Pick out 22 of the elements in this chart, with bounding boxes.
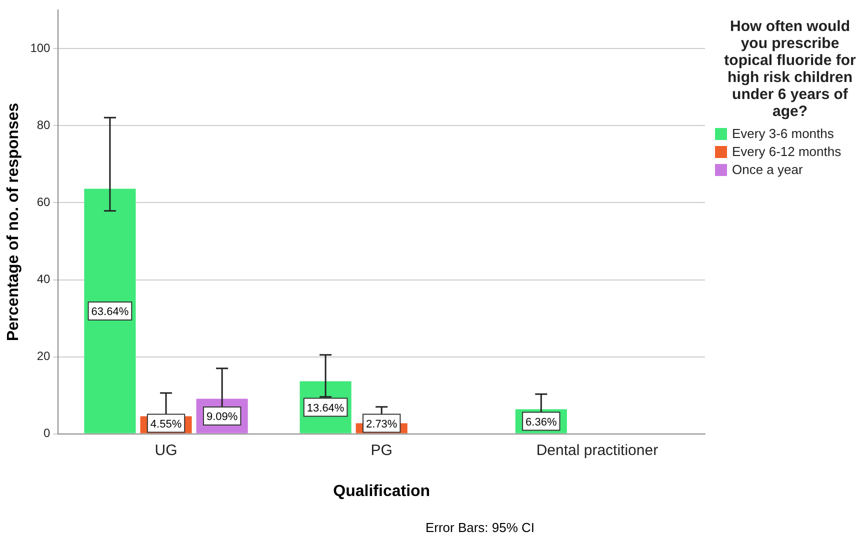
y-axis-title: Percentage of no. of responses — [5, 102, 22, 342]
y-tick-label: 100 — [30, 41, 51, 56]
x-tick-label: Dental practitioner — [536, 442, 658, 459]
y-tick-label: 0 — [44, 426, 51, 440]
data-label: 2.73% — [366, 418, 398, 430]
x-tick-label: UG — [154, 442, 178, 459]
x-tick-label: PG — [370, 442, 392, 459]
data-label: 9.09% — [206, 411, 238, 424]
data-label: 4.55% — [150, 418, 182, 430]
legend-title: How often would you prescribe topical fluoride for high risk children under 6 years of age? — [723, 18, 857, 120]
y-tick-label: 60 — [36, 195, 51, 210]
y-tick-label: 80 — [36, 118, 51, 132]
data-label: 6.36% — [526, 416, 557, 428]
y-tick-label: 40 — [36, 272, 51, 286]
legend-label: Once a year — [732, 162, 803, 177]
data-label: 63.64% — [91, 306, 129, 318]
legend-label: Every 6-12 months — [732, 144, 842, 159]
text: Error Bars: 95% CI — [424, 520, 536, 535]
x-axis-title: Qualification — [333, 482, 430, 500]
data-label: 13.64% — [306, 402, 344, 414]
y-tick-label: 20 — [36, 349, 51, 364]
legend-label: Every 3-6 months — [732, 126, 834, 141]
